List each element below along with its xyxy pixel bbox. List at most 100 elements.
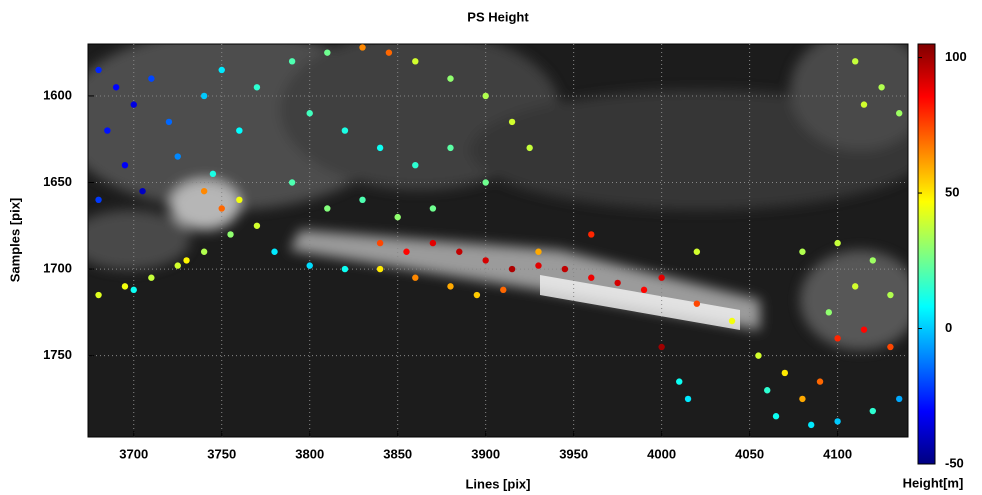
ps-point xyxy=(341,265,349,273)
x-tick-label: 3700 xyxy=(119,446,148,461)
ps-point xyxy=(288,58,296,65)
ps-point xyxy=(148,274,155,281)
ps-point xyxy=(473,291,481,299)
ps-point xyxy=(799,248,806,255)
ps-point xyxy=(834,418,841,425)
ps-point xyxy=(306,262,313,269)
ps-point xyxy=(412,161,419,169)
points xyxy=(95,44,903,429)
ps-point xyxy=(799,395,806,403)
ps-point xyxy=(658,274,665,281)
ps-point xyxy=(535,262,542,269)
ps-point xyxy=(306,110,313,117)
ps-point xyxy=(376,144,384,152)
ps-point xyxy=(860,101,868,108)
ps-point xyxy=(376,265,384,273)
x-tick-label: 4100 xyxy=(823,446,852,461)
y-tick-label: 1650 xyxy=(43,174,72,189)
x-tick-label: 3750 xyxy=(207,446,236,461)
ps-point xyxy=(447,283,454,290)
ps-point xyxy=(209,170,217,178)
ps-point xyxy=(95,66,102,74)
x-tick-label: 3850 xyxy=(383,446,412,461)
ps-point xyxy=(535,248,542,255)
ps-point xyxy=(508,265,516,273)
ps-point xyxy=(200,248,208,255)
ps-point xyxy=(200,92,208,100)
chart-title: PS Height xyxy=(467,9,529,24)
x-tick-label: 4050 xyxy=(735,446,764,461)
ps-point xyxy=(526,144,533,152)
ps-point xyxy=(561,265,569,273)
ps-point xyxy=(200,187,208,195)
background-image xyxy=(88,44,908,437)
colorbar-tick-label: -50 xyxy=(945,455,964,470)
x-tick-label: 4000 xyxy=(647,446,676,461)
ps-point xyxy=(772,413,780,420)
ps-point xyxy=(130,101,137,108)
ps-point xyxy=(218,66,225,74)
ps-point xyxy=(447,144,454,152)
colorbar xyxy=(917,43,936,465)
colorbar-tick-label: 50 xyxy=(945,184,959,199)
ps-point xyxy=(236,127,243,134)
y-axis-label: Samples [pix] xyxy=(7,198,22,283)
ps-point xyxy=(385,49,393,56)
ps-point xyxy=(869,257,877,264)
ps-point xyxy=(412,58,419,65)
ps-point xyxy=(764,387,771,394)
ps-point xyxy=(878,84,885,91)
ps-point xyxy=(341,127,349,134)
ps-point xyxy=(130,286,137,294)
ps-point xyxy=(253,84,261,91)
ps-point xyxy=(253,222,261,229)
ps-point xyxy=(359,196,366,204)
ps-point xyxy=(852,58,859,65)
ps-point xyxy=(324,49,331,56)
x-axis-label: Lines [pix] xyxy=(465,476,530,491)
ps-point xyxy=(896,110,903,117)
ps-point xyxy=(860,326,868,333)
ps-point xyxy=(174,153,181,160)
y-tick-label: 1750 xyxy=(43,347,72,362)
ps-point xyxy=(359,44,366,51)
ps-point xyxy=(896,395,903,403)
ps-point xyxy=(139,187,146,195)
ps-point xyxy=(165,118,173,126)
plot-frame xyxy=(87,43,909,438)
ps-point xyxy=(174,262,181,269)
ps-point xyxy=(324,205,331,212)
ps-point xyxy=(447,75,454,82)
ps-point xyxy=(403,248,410,255)
ps-point xyxy=(394,213,401,221)
ps-point xyxy=(755,352,762,359)
ps-point xyxy=(148,75,155,82)
ps-point xyxy=(658,343,665,351)
ps-point xyxy=(112,84,120,91)
y-tick-label: 1700 xyxy=(43,261,72,276)
ps-point xyxy=(500,286,507,294)
ps-point xyxy=(104,127,111,134)
ps-point xyxy=(482,257,489,264)
colorbar-tick-label: 0 xyxy=(945,320,952,335)
ps-point xyxy=(456,248,463,255)
y-tick-label: 1600 xyxy=(43,87,72,102)
x-tick-label: 3800 xyxy=(295,446,324,461)
ps-point xyxy=(816,378,824,385)
ps-point xyxy=(121,283,129,290)
ps-point xyxy=(834,335,841,342)
ps-point xyxy=(588,274,595,281)
ps-point xyxy=(808,421,815,429)
ps-point xyxy=(236,196,243,204)
ps-point xyxy=(640,286,648,294)
ps-point xyxy=(271,248,278,255)
ps-point xyxy=(684,395,692,403)
ps-point xyxy=(825,309,833,316)
ps-point xyxy=(869,407,877,415)
ps-point xyxy=(376,239,384,247)
ps-point xyxy=(614,279,621,287)
ps-point xyxy=(429,239,437,247)
ps-point xyxy=(121,161,129,169)
ps-point xyxy=(852,283,859,290)
